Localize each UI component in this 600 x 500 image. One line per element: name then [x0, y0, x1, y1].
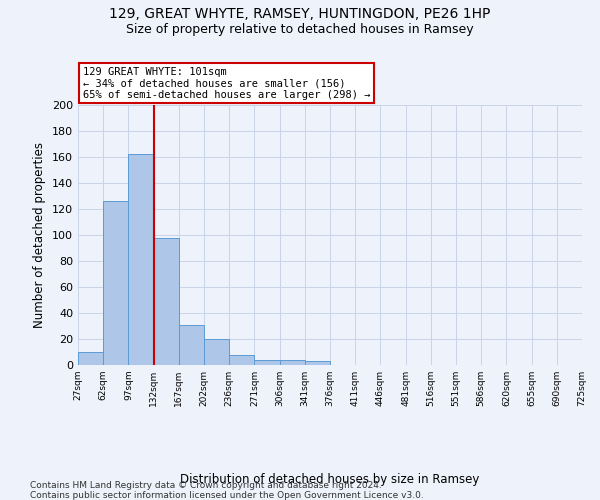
Text: 129, GREAT WHYTE, RAMSEY, HUNTINGDON, PE26 1HP: 129, GREAT WHYTE, RAMSEY, HUNTINGDON, PE… [109, 8, 491, 22]
Bar [305, 361, 330, 365]
Text: 129 GREAT WHYTE: 101sqm
← 34% of detached houses are smaller (156)
65% of semi-d: 129 GREAT WHYTE: 101sqm ← 34% of detache… [83, 66, 371, 100]
Y-axis label: Number of detached properties: Number of detached properties [34, 142, 46, 328]
Text: Size of property relative to detached houses in Ramsey: Size of property relative to detached ho… [126, 22, 474, 36]
Text: Distribution of detached houses by size in Ramsey: Distribution of detached houses by size … [181, 472, 479, 486]
Bar [154, 238, 179, 365]
Bar [280, 360, 305, 365]
Bar [229, 354, 254, 365]
Text: Contains HM Land Registry data © Crown copyright and database right 2024.: Contains HM Land Registry data © Crown c… [30, 481, 382, 490]
Bar [103, 201, 128, 365]
Bar [254, 360, 280, 365]
Bar [179, 324, 204, 365]
Bar [78, 352, 103, 365]
Text: Contains public sector information licensed under the Open Government Licence v3: Contains public sector information licen… [30, 491, 424, 500]
Bar [204, 339, 229, 365]
Bar [128, 154, 154, 365]
